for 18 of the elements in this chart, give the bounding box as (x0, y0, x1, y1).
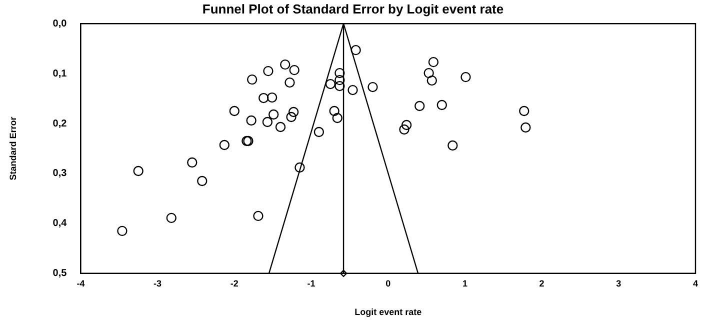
y-axis-title: Standard Error (8, 116, 18, 180)
y-tick-label: 0,0 (52, 18, 68, 30)
y-tick-label: 0,4 (52, 218, 68, 230)
x-tick-label: -2 (230, 278, 238, 288)
x-tick-label: 4 (692, 278, 698, 288)
x-tick-label: -1 (307, 278, 316, 288)
x-tick-label: 2 (539, 278, 544, 288)
x-tick-label: 1 (462, 278, 468, 288)
x-tick-label: -3 (154, 278, 162, 288)
y-tick-label: 0,2 (52, 118, 68, 130)
x-axis-title: Logit event rate (354, 307, 422, 318)
y-tick-label: 0,1 (52, 68, 68, 80)
chart-title: Funnel Plot of Standard Error by Logit event rate (202, 1, 504, 16)
x-tick-label: -4 (76, 278, 85, 288)
y-tick-label: 0,5 (52, 268, 68, 280)
y-tick-label: 0,3 (52, 168, 68, 180)
x-tick-label: 0 (386, 278, 391, 288)
x-tick-label: 3 (616, 278, 622, 288)
